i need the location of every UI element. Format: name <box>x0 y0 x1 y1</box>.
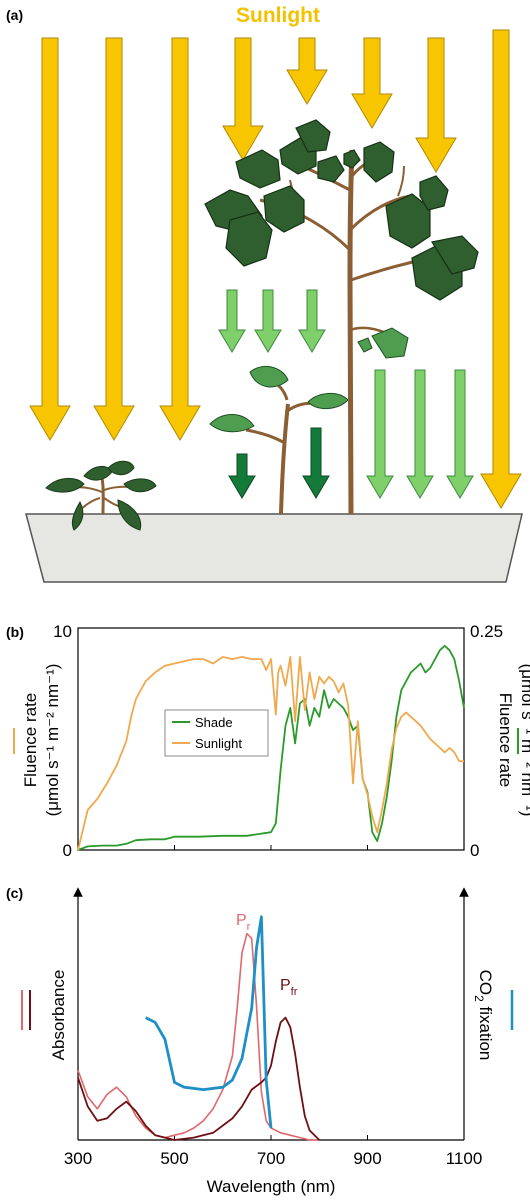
panel-c-left-axis-label: Absorbance <box>49 970 68 1061</box>
sunlight-arrow <box>351 37 393 129</box>
legend-shade-label: Shade <box>195 715 233 730</box>
sunlight-arrow <box>159 37 201 441</box>
panel-c-label: (c) <box>6 885 23 901</box>
sunlight-title: Sunlight <box>236 4 320 27</box>
series-line-pr <box>77 932 320 1141</box>
far-red-light-arrow <box>302 427 330 499</box>
filtered-light-arrow <box>406 369 434 499</box>
medium-plant <box>209 365 349 515</box>
panel-b-right-tick-bottom: 0 <box>470 841 479 860</box>
sunlight-arrows <box>29 29 522 509</box>
panel-a-illustration: (a) Sunlight <box>6 4 523 583</box>
pot <box>25 513 523 583</box>
filtered-light-arrows <box>218 289 474 499</box>
legend-box <box>164 709 269 757</box>
panel-b-spectrum-chart: (b) 10 0 0.25 0 Fluence rate (μmol s⁻¹ m… <box>6 622 530 860</box>
sunlight-arrow <box>286 37 328 105</box>
series-line-pfr <box>77 1016 320 1141</box>
sunlight-arrow <box>29 37 71 441</box>
panel-b-right-axis-label: Fluence rate (μmol s⁻¹ m⁻² nm⁻¹) <box>496 664 530 817</box>
panel-c-x-tick-label: 500 <box>160 1149 188 1168</box>
small-plant <box>45 460 157 531</box>
panel-c-absorbance-chart: (c) 300 500 700 900 1100 Wavelength (nm) Abs… <box>6 885 514 1196</box>
panel-c-right-axis-label: CO2 fixation <box>472 970 495 1061</box>
panel-b-left-axis-label: Fluence rate (μmol s⁻¹ m⁻² nm⁻¹) <box>21 664 62 817</box>
panel-c-x-tick-label: 700 <box>257 1149 285 1168</box>
sunlight-arrow <box>222 37 264 161</box>
far-red-light-arrows <box>228 427 330 499</box>
sunlight-arrow <box>93 37 135 441</box>
panel-b-left-axis-line1: Fluence rate <box>21 693 40 788</box>
panel-b-legend: Shade Sunlight <box>164 709 269 757</box>
sunlight-arrow <box>415 37 457 173</box>
panel-c-left-axis-label-group: Absorbance <box>49 970 68 1061</box>
panel-c-x-tick-label: 900 <box>353 1149 381 1168</box>
filtered-light-arrow <box>366 369 394 499</box>
filtered-light-arrow <box>218 289 246 353</box>
filtered-light-arrow <box>298 289 326 353</box>
legend-sunlight-label: Sunlight <box>195 736 242 751</box>
filtered-light-arrow <box>254 289 282 353</box>
series-line-shade <box>77 644 465 851</box>
panel-b-left-tick-bottom: 0 <box>63 841 72 860</box>
tall-tree <box>204 119 479 515</box>
sunlight-arrow <box>480 29 522 509</box>
panel-a-label: (a) <box>6 7 23 23</box>
panel-b-x-ticks <box>77 845 465 850</box>
panel-c-series <box>77 915 320 1141</box>
series-line-co2-fixation <box>144 915 273 1129</box>
far-red-light-arrow <box>228 453 256 499</box>
panel-c-x-ticks: 300 500 700 900 1100 <box>64 1135 482 1168</box>
panel-b-left-axis-line2: (μmol s⁻¹ m⁻² nm⁻¹) <box>43 664 62 817</box>
panel-b-label: (b) <box>6 624 24 640</box>
panel-c-x-axis-label: Wavelength (nm) <box>207 1177 336 1196</box>
panel-b-right-tick-top: 0.25 <box>470 622 503 641</box>
peak-label-pr: Pr <box>236 912 251 933</box>
panel-b-right-axis-line1: Fluence rate <box>496 693 515 788</box>
panel-b-series <box>77 644 465 851</box>
filtered-light-arrow <box>446 369 474 499</box>
panel-b-left-tick-top: 10 <box>53 622 72 641</box>
panel-b-right-axis-line2: (μmol s⁻¹ m⁻² nm⁻¹) <box>518 664 530 817</box>
series-line-sunlight <box>77 656 464 851</box>
panel-c-x-tick-label: 300 <box>64 1149 92 1168</box>
panel-c-x-tick-label: 1100 <box>446 1149 483 1168</box>
panel-c-right-axis-label-group: CO2 fixation <box>472 970 495 1061</box>
peak-label-pfr: Pfr <box>280 977 298 998</box>
